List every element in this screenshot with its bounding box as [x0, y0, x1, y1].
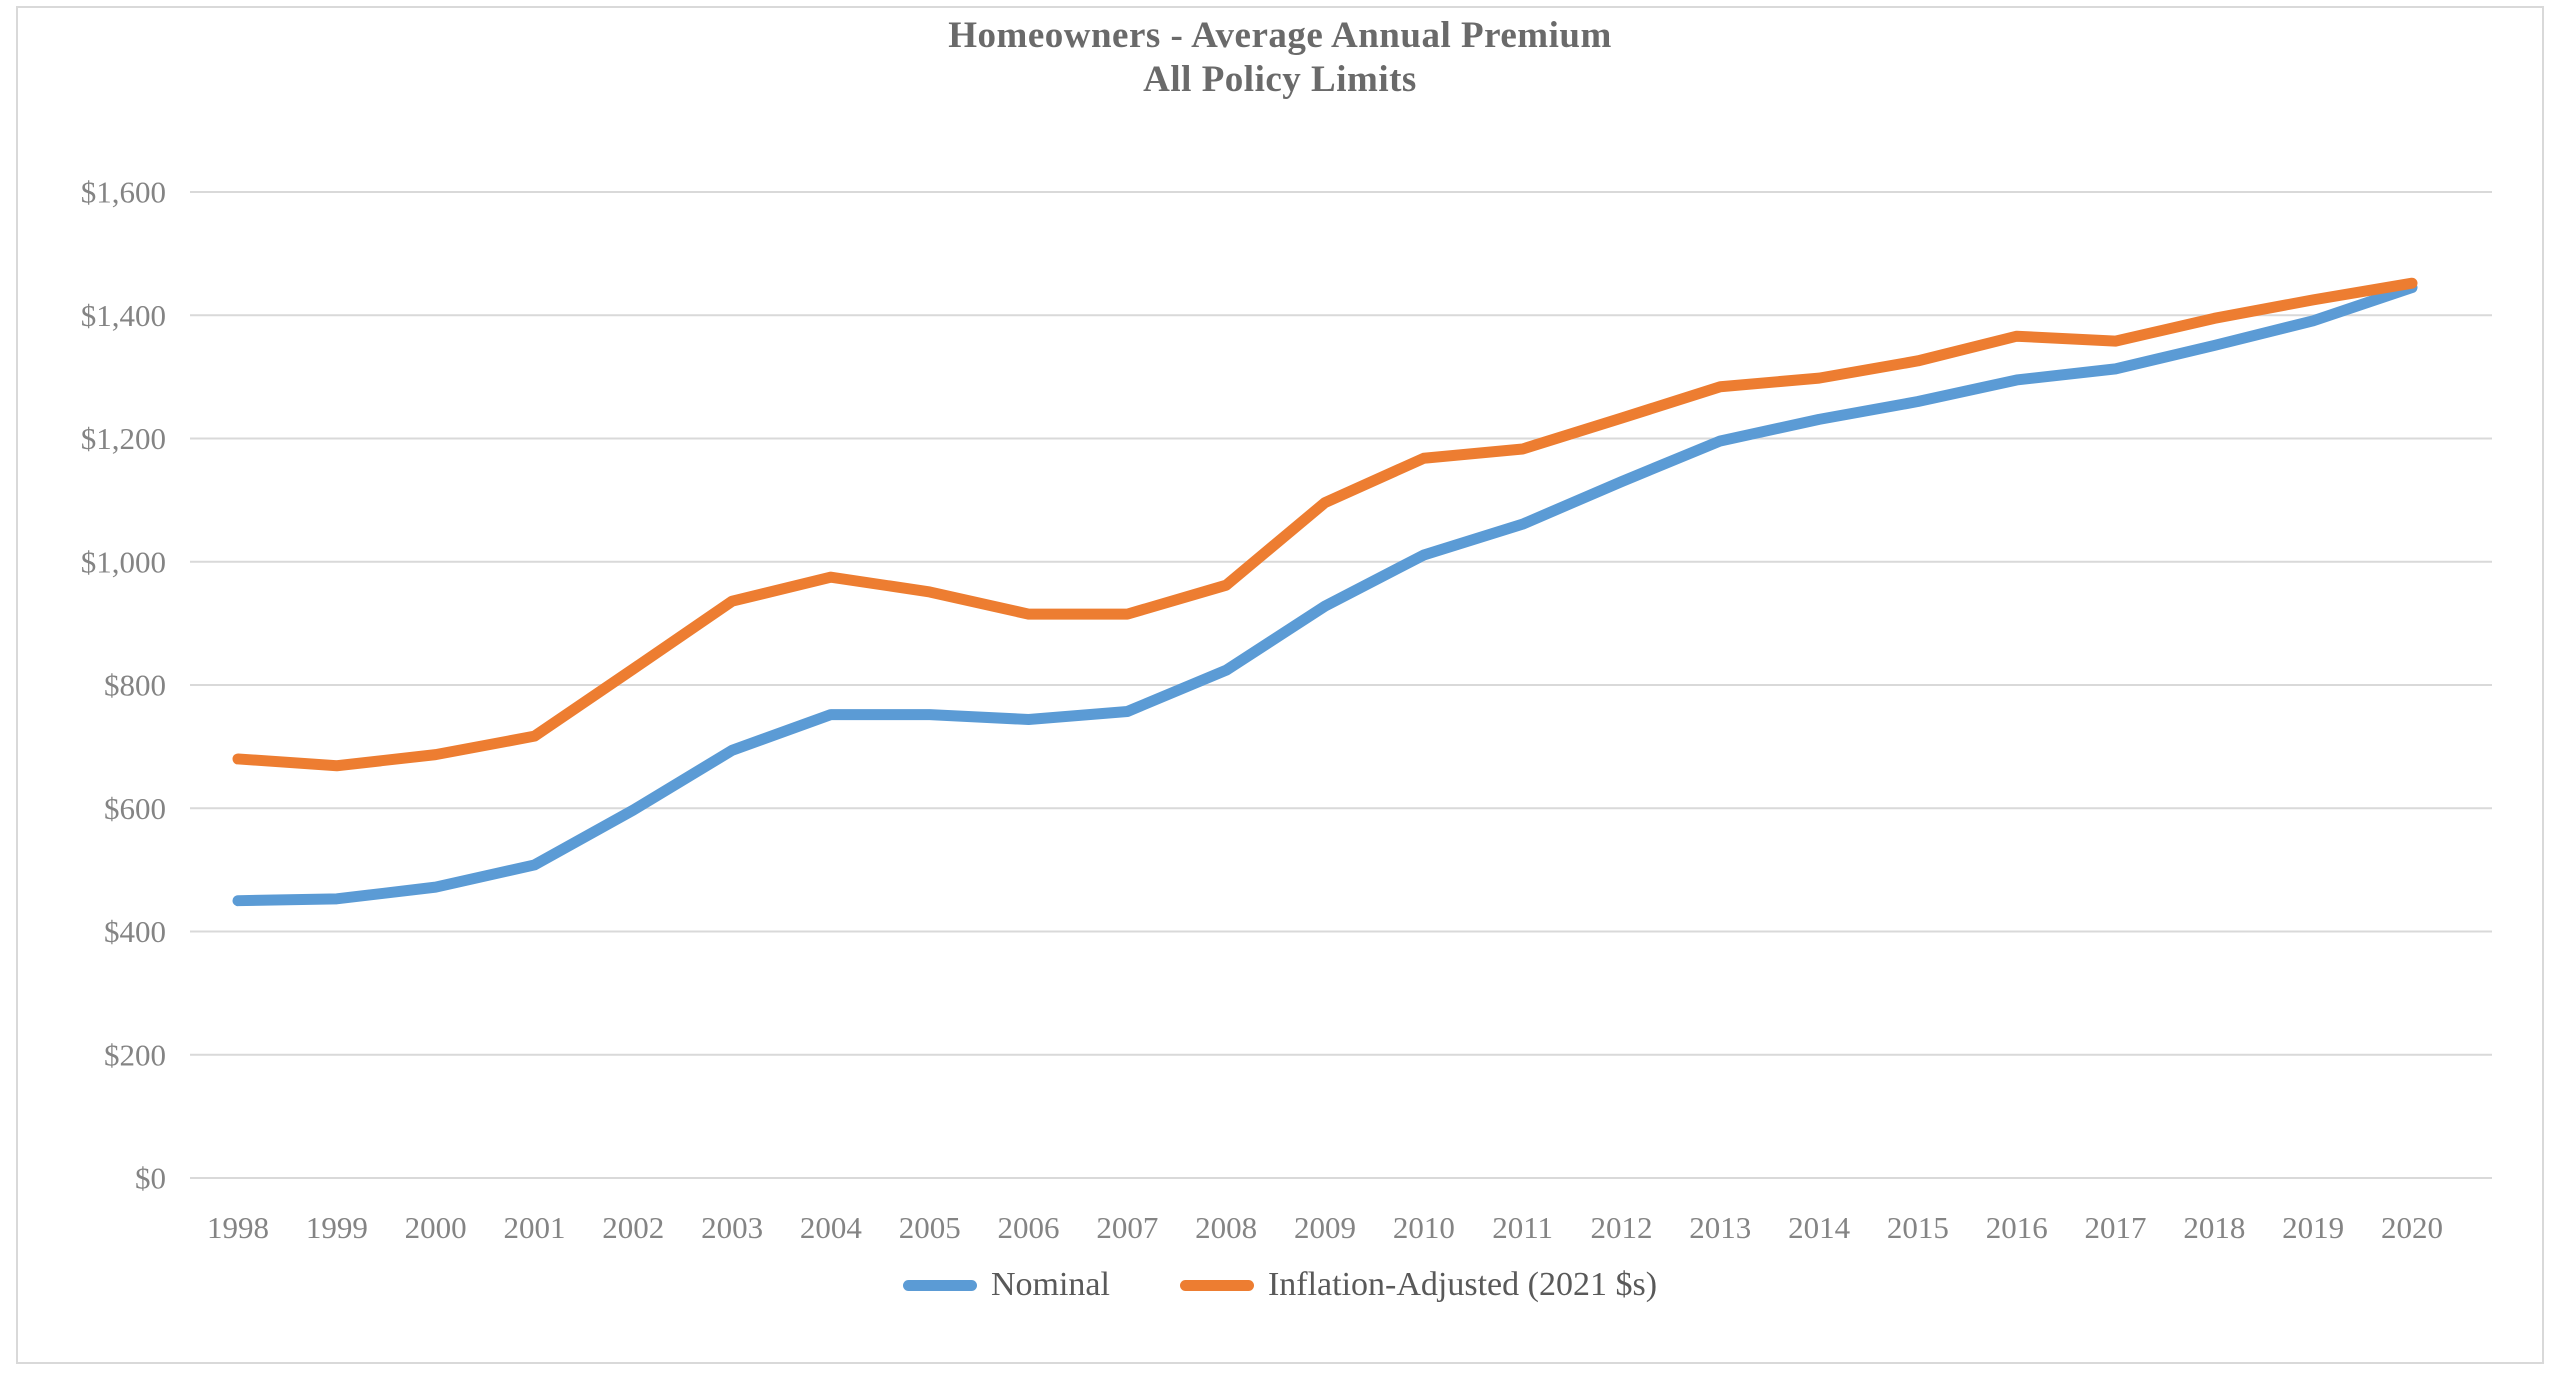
inflation-adjusted-swatch-icon: [1179, 1279, 1254, 1291]
y-axis-tick-label: $1,600: [81, 175, 166, 210]
legend-label-nominal: Nominal: [990, 1266, 1110, 1303]
x-axis-tick-label: 2011: [1492, 1210, 1553, 1245]
y-axis-tick-label: $200: [104, 1037, 166, 1072]
x-axis-tick-label: 2003: [701, 1210, 763, 1245]
x-axis-tick-label: 2020: [2381, 1210, 2443, 1245]
y-axis-tick-label: $0: [135, 1161, 166, 1196]
x-axis-tick-label: 2005: [899, 1210, 961, 1245]
x-axis-tick-label: 2016: [1986, 1210, 2048, 1245]
legend: Nominal Inflation-Adjusted (2021 $s): [0, 1266, 2560, 1304]
x-axis-tick-label: 2014: [1788, 1210, 1851, 1245]
x-axis-tick-label: 2009: [1294, 1210, 1356, 1245]
y-axis-tick-label: $1,000: [81, 544, 166, 579]
x-axis-tick-label: 2012: [1590, 1210, 1652, 1245]
x-axis-tick-label: 2007: [1096, 1210, 1158, 1245]
x-axis-tick-label: 2018: [2183, 1210, 2245, 1245]
x-axis-tick-label: 2019: [2282, 1210, 2344, 1245]
x-axis-tick-label: 1998: [207, 1210, 269, 1245]
y-axis-tick-label: $400: [104, 914, 166, 949]
legend-item-inflation-adjusted: Inflation-Adjusted (2021 $s): [1179, 1266, 1658, 1304]
inflation-adjusted-line: [232, 277, 2418, 772]
y-axis-tick-label: $800: [104, 668, 166, 703]
x-axis-tick-label: 1999: [306, 1210, 368, 1245]
y-axis-tick-label: $600: [104, 791, 166, 826]
x-axis-tick-label: 2000: [405, 1210, 467, 1245]
legend-item-nominal: Nominal: [902, 1266, 1110, 1304]
chart-title-line1: Homeowners - Average Annual Premium: [948, 15, 1612, 56]
x-axis-tick-label: 2006: [998, 1210, 1060, 1245]
x-axis-tick-label: 2013: [1689, 1210, 1751, 1245]
nominal-swatch-icon: [902, 1279, 977, 1291]
legend-label-inflation-adjusted: Inflation-Adjusted (2021 $s): [1267, 1266, 1658, 1303]
y-axis-tick-label: $1,200: [81, 421, 166, 456]
x-axis-tick-label: 2010: [1393, 1210, 1455, 1245]
nominal-line: [232, 282, 2418, 907]
y-axis-tick-label: $1,400: [81, 298, 166, 333]
x-axis-tick-label: 2001: [503, 1210, 565, 1245]
chart-title: Homeowners - Average Annual Premium All …: [0, 14, 2560, 101]
x-axis-tick-label: 2002: [602, 1210, 664, 1245]
x-axis-tick-label: 2008: [1195, 1210, 1257, 1245]
x-axis-tick-label: 2015: [1887, 1210, 1949, 1245]
chart-title-line2: All Policy Limits: [1143, 58, 1417, 100]
x-axis-tick-label: 2004: [800, 1210, 863, 1245]
x-axis-tick-label: 2017: [2085, 1210, 2147, 1245]
